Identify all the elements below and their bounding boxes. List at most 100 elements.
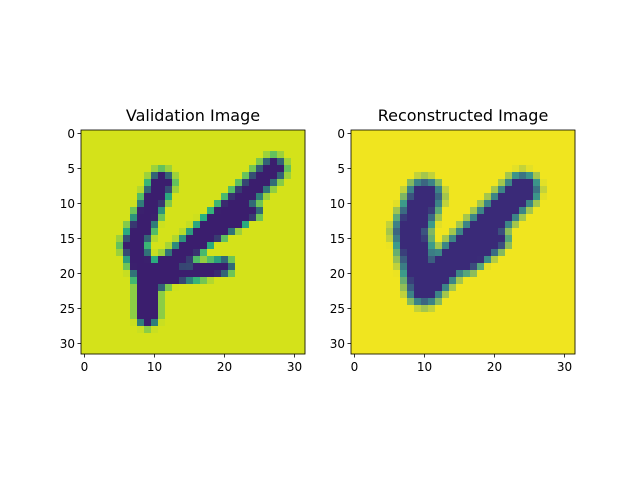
heatmap-cell <box>88 305 96 313</box>
heatmap-cell <box>172 256 180 264</box>
heatmap-cell <box>414 312 422 320</box>
heatmap-cell <box>88 242 96 250</box>
heatmap-cell <box>151 179 159 187</box>
heatmap-cell <box>81 270 89 278</box>
heatmap-cell <box>533 242 541 250</box>
heatmap-cell <box>449 228 457 236</box>
heatmap-cell <box>484 179 492 187</box>
heatmap-cell <box>151 305 159 313</box>
heatmap-cell <box>95 235 103 243</box>
heatmap-cell <box>249 221 257 229</box>
heatmap-cell <box>540 270 548 278</box>
heatmap-cell <box>379 235 387 243</box>
heatmap-cell <box>421 144 429 152</box>
heatmap-cell <box>477 312 485 320</box>
heatmap-cell <box>470 235 478 243</box>
heatmap-cell <box>519 256 527 264</box>
heatmap-cell <box>421 130 429 138</box>
heatmap-cell <box>263 291 271 299</box>
heatmap-cell <box>165 179 173 187</box>
heatmap-cell <box>393 130 401 138</box>
heatmap-cell <box>456 214 464 222</box>
heatmap-cell <box>88 200 96 208</box>
heatmap-cell <box>137 221 145 229</box>
validation-image-title: Validation Image <box>126 106 260 125</box>
heatmap-cell <box>365 305 373 313</box>
heatmap-cell <box>512 165 520 173</box>
heatmap-cell <box>158 242 166 250</box>
heatmap-cell <box>228 333 236 341</box>
heatmap-cell <box>214 200 222 208</box>
heatmap-cell <box>193 193 201 201</box>
heatmap-cell <box>505 242 513 250</box>
heatmap-cell <box>193 235 201 243</box>
heatmap-cell <box>484 291 492 299</box>
heatmap-cell <box>284 193 292 201</box>
heatmap-cell <box>270 291 278 299</box>
heatmap-cell <box>249 228 257 236</box>
heatmap-cell <box>109 340 117 348</box>
heatmap-cell <box>498 151 506 159</box>
heatmap-cell <box>428 214 436 222</box>
heatmap-cell <box>568 158 576 166</box>
heatmap-cell <box>137 151 145 159</box>
heatmap-cell <box>365 340 373 348</box>
heatmap-cell <box>109 186 117 194</box>
heatmap-cell <box>372 305 380 313</box>
heatmap-cell <box>512 200 520 208</box>
heatmap-cell <box>456 172 464 180</box>
heatmap-cell <box>435 277 443 285</box>
heatmap-cell <box>561 144 569 152</box>
heatmap-cell <box>505 298 513 306</box>
heatmap-cell <box>207 221 215 229</box>
heatmap-cell <box>526 291 534 299</box>
heatmap-cell <box>95 326 103 334</box>
heatmap-cell <box>484 277 492 285</box>
heatmap-cell <box>428 333 436 341</box>
heatmap-cell <box>351 158 359 166</box>
heatmap-cell <box>158 263 166 271</box>
heatmap-cell <box>221 228 229 236</box>
heatmap-cell <box>228 256 236 264</box>
heatmap-cell <box>242 186 250 194</box>
heatmap-cell <box>242 256 250 264</box>
heatmap-cell <box>109 214 117 222</box>
heatmap-cell <box>144 284 152 292</box>
heatmap-cell <box>144 172 152 180</box>
heatmap-cell <box>519 263 527 271</box>
heatmap-cell <box>109 137 117 145</box>
heatmap-cell <box>214 347 222 355</box>
heatmap-cell <box>172 333 180 341</box>
heatmap-cell <box>102 172 110 180</box>
heatmap-cell <box>179 186 187 194</box>
heatmap-cell <box>428 172 436 180</box>
heatmap-cell <box>386 137 394 145</box>
heatmap-cell <box>547 172 555 180</box>
heatmap-cell <box>291 228 299 236</box>
heatmap-cell <box>235 312 243 320</box>
heatmap-cell <box>137 319 145 327</box>
heatmap-cell <box>533 256 541 264</box>
heatmap-cell <box>484 228 492 236</box>
heatmap-cell <box>284 263 292 271</box>
heatmap-cell <box>242 291 250 299</box>
heatmap-cell <box>463 242 471 250</box>
heatmap-cell <box>193 144 201 152</box>
heatmap-cell <box>298 319 306 327</box>
heatmap-cell <box>144 326 152 334</box>
heatmap-cell <box>137 130 145 138</box>
heatmap-cell <box>463 228 471 236</box>
heatmap-cell <box>421 186 429 194</box>
y-tick-label: 15 <box>330 232 345 246</box>
heatmap-cell <box>151 214 159 222</box>
heatmap-cell <box>88 291 96 299</box>
heatmap-cell <box>533 333 541 341</box>
heatmap-cell <box>491 305 499 313</box>
heatmap-cell <box>81 305 89 313</box>
heatmap-cell <box>470 228 478 236</box>
heatmap-cell <box>291 319 299 327</box>
heatmap-cell <box>284 305 292 313</box>
heatmap-cell <box>284 137 292 145</box>
heatmap-cell <box>228 326 236 334</box>
